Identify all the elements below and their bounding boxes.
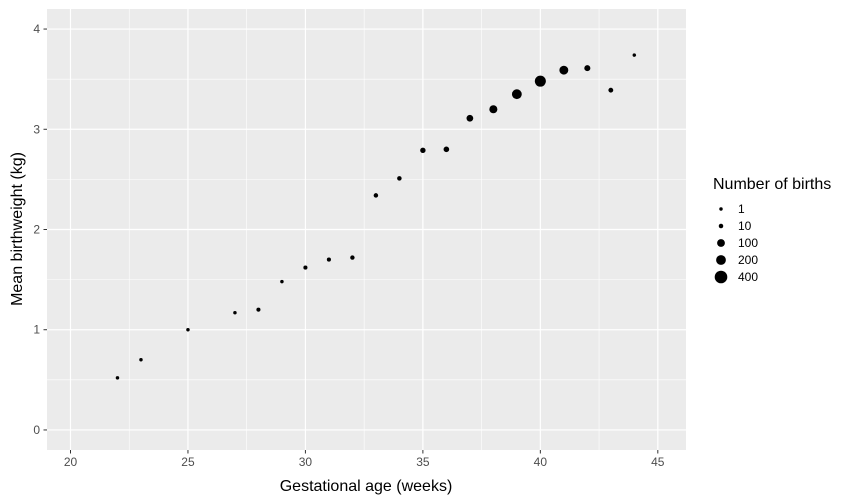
data-point (466, 114, 474, 122)
legend-title: Number of births (713, 176, 831, 193)
data-point (350, 255, 355, 260)
legend-label: 1 (738, 202, 745, 216)
x-axis: 20 25 30 35 40 45 (64, 450, 665, 469)
x-tick-label: 30 (299, 455, 313, 469)
data-point (489, 105, 498, 114)
y-tick-label: 4 (33, 22, 40, 36)
x-tick-label: 40 (534, 455, 548, 469)
y-axis: 0 1 2 3 4 (33, 22, 47, 437)
legend-label: 200 (738, 253, 758, 267)
legend-key (718, 223, 724, 229)
legend-label: 100 (738, 236, 758, 250)
legend-key (716, 255, 726, 265)
data-point (326, 257, 331, 262)
data-point (420, 147, 426, 154)
y-tick-label: 0 (33, 423, 40, 437)
data-point (608, 87, 614, 93)
y-tick-label: 2 (33, 223, 40, 237)
legend-key (719, 207, 723, 211)
x-axis-title: Gestational age (weeks) (280, 478, 453, 495)
data-point (256, 307, 261, 312)
data-point (559, 65, 569, 75)
y-axis-title: Mean birthweight (kg) (9, 152, 26, 306)
data-point (584, 65, 591, 72)
data-point (139, 358, 143, 362)
y-tick-label: 3 (33, 122, 40, 136)
data-point (632, 53, 637, 57)
legend-key (717, 239, 725, 247)
legend-label: 10 (738, 219, 752, 233)
data-point (443, 146, 450, 153)
major-gridlines (47, 9, 686, 450)
data-point (373, 193, 379, 198)
y-tick-label: 1 (33, 323, 40, 337)
legend-label: 400 (738, 270, 758, 284)
data-point (115, 376, 120, 380)
legend-key (714, 270, 728, 284)
data-point (303, 265, 308, 270)
x-tick-label: 25 (181, 455, 195, 469)
data-point (280, 279, 284, 284)
data-point (397, 176, 402, 181)
legend: Number of births 1 10 100 200 400 (713, 176, 831, 284)
x-tick-label: 35 (416, 455, 430, 469)
data-point (534, 75, 546, 87)
x-tick-label: 20 (64, 455, 78, 469)
data-point (186, 327, 190, 332)
data-points (115, 53, 637, 380)
x-tick-label: 45 (651, 455, 665, 469)
data-point (511, 89, 522, 100)
data-point (233, 310, 237, 315)
